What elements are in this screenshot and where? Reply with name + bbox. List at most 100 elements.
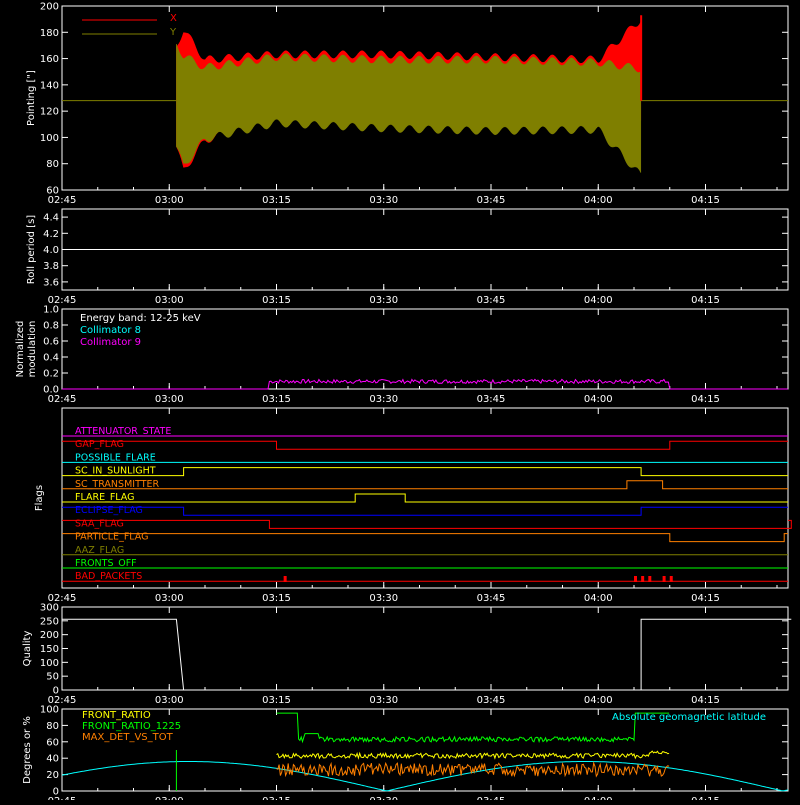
time-tick-label: 03:00 — [155, 593, 184, 604]
time-tick-label: 04:15 — [691, 695, 720, 706]
roll-y-tick-label: 4.4 — [43, 213, 59, 224]
flag-label-attenuator_state: ATTENUATOR_STATE — [75, 426, 171, 437]
pointing-y-tick-label: 100 — [40, 133, 59, 144]
legend-max-det: MAX_DET_VS_TOT — [82, 732, 174, 743]
flag-label-eclipse_flag: ECLIPSE_FLAG — [75, 505, 143, 516]
ratios-y-tick-label: 20 — [46, 770, 59, 781]
flag-label-fronts_off: FRONTS_OFF — [75, 558, 137, 569]
pointing-y-tick-label: 160 — [40, 54, 59, 65]
time-tick-label: 02:45 — [48, 695, 77, 706]
flag-label-flare_flag: FLARE_FLAG — [75, 492, 135, 503]
bad-packet-mark — [283, 576, 287, 582]
quality-ylabel: Quality — [22, 631, 33, 667]
time-tick-label: 03:00 — [155, 695, 184, 706]
bad-packet-mark — [669, 576, 673, 582]
collimator9-line — [62, 378, 788, 390]
roll-ylabel: Roll period [s] — [26, 215, 37, 284]
ratios-y-tick-label: 60 — [46, 737, 59, 748]
quality-y-tick-label: 150 — [40, 644, 59, 655]
roll-y-tick-label: 3.8 — [43, 261, 59, 272]
time-tick-label: 03:30 — [369, 195, 398, 206]
modulation-y-tick-label: 0.0 — [43, 385, 59, 396]
quality-y-tick-label: 0 — [53, 686, 59, 697]
modulation-y-tick-label: 0.2 — [43, 369, 59, 380]
collimator8-label: Collimator 8 — [80, 325, 141, 336]
ratios-y-tick-label: 40 — [46, 754, 59, 765]
time-tick-label: 04:00 — [584, 593, 613, 604]
time-tick-label: 03:45 — [477, 796, 506, 800]
ratios-y-tick-label: 80 — [46, 721, 59, 732]
modulation-ylabel-2: modulation — [27, 321, 38, 378]
roll-y-tick-label: 4.0 — [43, 245, 59, 256]
ratios-y-tick-label: 100 — [40, 705, 59, 716]
legend-x-label: X — [170, 13, 177, 24]
time-tick-label: 03:45 — [477, 195, 506, 206]
flag-line-saa_flag — [62, 519, 792, 529]
time-tick-label: 03:15 — [262, 796, 291, 800]
time-tick-label: 03:15 — [262, 195, 291, 206]
geomag-line — [61, 761, 789, 792]
flag-label-saa_flag: SAA_FLAG — [75, 518, 124, 529]
modulation-ylabel-1: Normalized — [15, 321, 26, 378]
time-tick-label: 03:00 — [155, 796, 184, 800]
time-tick-label: 04:15 — [691, 593, 720, 604]
time-tick-label: 04:00 — [584, 195, 613, 206]
flag-label-bad_packets: BAD_PACKETS — [75, 571, 142, 582]
quality-line — [62, 618, 792, 691]
modulation-panel — [61, 308, 789, 390]
roll-y-tick-label: 3.6 — [43, 277, 59, 288]
time-tick-label: 03:30 — [369, 796, 398, 800]
time-tick-label: 02:45 — [48, 394, 77, 405]
flag-line-gap_flag — [62, 440, 788, 450]
flags-ylabel: Flags — [34, 485, 45, 511]
pointing-y-tick-label: 60 — [46, 186, 59, 197]
quality-y-tick-label: 200 — [40, 630, 59, 641]
flag-line-flare_flag — [62, 493, 788, 503]
time-tick-label: 03:45 — [477, 394, 506, 405]
modulation-y-tick-label: 0.8 — [43, 321, 59, 332]
flag-label-possible_flare: POSSIBLE_FLARE — [75, 452, 156, 463]
pointing-y-tick-label: 80 — [46, 159, 59, 170]
time-tick-label: 04:15 — [691, 295, 720, 306]
time-tick-label: 03:30 — [369, 593, 398, 604]
quality-y-tick-label: 300 — [40, 603, 59, 614]
flag-label-aaz_flag: AAZ_FLAG — [75, 545, 124, 556]
time-tick-label: 04:00 — [584, 796, 613, 800]
pointing-y-tick-label: 120 — [40, 107, 59, 118]
time-tick-label: 02:45 — [48, 195, 77, 206]
legend-y-label: Y — [169, 27, 177, 38]
time-tick-label: 03:30 — [369, 295, 398, 306]
ratios-panel — [61, 708, 789, 792]
time-tick-label: 04:00 — [584, 295, 613, 306]
time-tick-label: 03:30 — [369, 695, 398, 706]
modulation-y-tick-label: 0.6 — [43, 337, 59, 348]
quality-y-tick-label: 250 — [40, 616, 59, 627]
time-tick-label: 04:15 — [691, 796, 720, 800]
collimator9-label: Collimator 9 — [80, 337, 141, 348]
modulation-y-tick-label: 0.4 — [43, 353, 59, 364]
pointing-ylabel: Pointing ["] — [26, 70, 37, 126]
time-tick-label: 03:15 — [262, 593, 291, 604]
bad-packet-mark — [648, 576, 652, 582]
time-tick-label: 03:15 — [262, 695, 291, 706]
legend-front-ratio: FRONT_RATIO — [82, 710, 151, 721]
pointing-panel — [61, 5, 789, 191]
flag-label-sc_in_sunlight: SC_IN_SUNLIGHT — [75, 466, 156, 477]
modulation-y-tick-label: 1.0 — [43, 305, 59, 316]
time-tick-label: 03:00 — [155, 394, 184, 405]
time-tick-label: 03:15 — [262, 295, 291, 306]
roll-y-tick-label: 4.2 — [43, 229, 59, 240]
bad-packet-mark — [641, 576, 645, 582]
time-tick-label: 03:15 — [262, 394, 291, 405]
flag-line-particle_flag — [62, 533, 788, 543]
time-tick-label: 02:45 — [48, 593, 77, 604]
max-det-line — [276, 761, 670, 778]
legend-front-ratio-1225: FRONT_RATIO_1225 — [82, 721, 181, 732]
time-tick-label: 04:15 — [691, 394, 720, 405]
bad-packet-mark — [662, 576, 666, 582]
pointing-y-tick-label: 180 — [40, 28, 59, 39]
legend-geomag: Absolute geomagnetic latitude — [612, 712, 766, 723]
ratios-y-tick-label: 0 — [53, 787, 59, 798]
flag-line-eclipse_flag — [62, 506, 788, 516]
